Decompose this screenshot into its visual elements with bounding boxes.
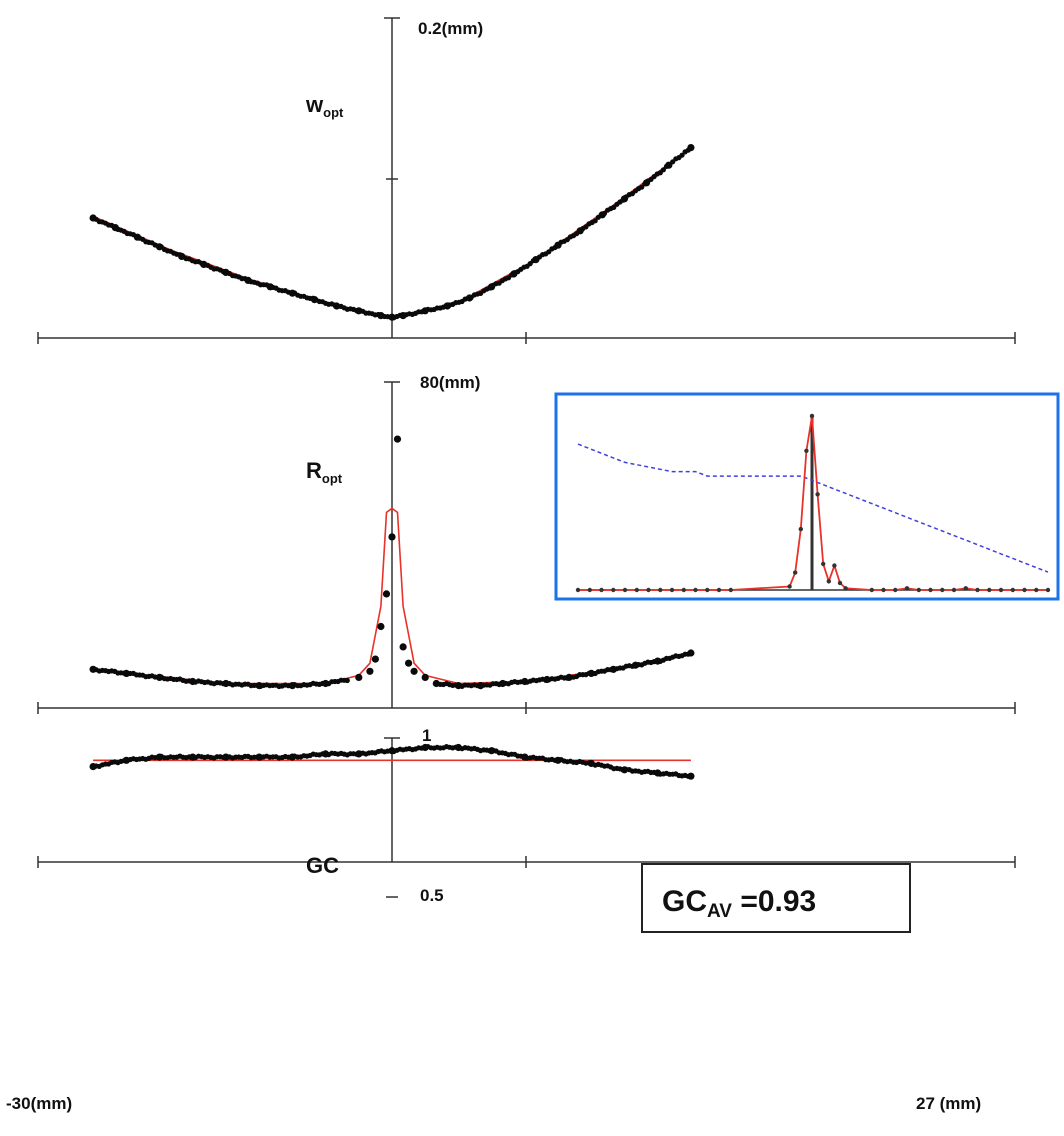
- r-data-point: [410, 667, 418, 675]
- gc-ytick-top-label: 1: [422, 726, 431, 745]
- inset-data-point: [869, 587, 874, 593]
- inset-data-point: [611, 587, 616, 593]
- gc-ytick-mid-label: 0.5: [420, 886, 444, 905]
- inset-data-point: [658, 587, 663, 593]
- x-right-label: 27 (mm): [916, 1094, 981, 1113]
- inset-data-point: [646, 587, 651, 593]
- inset-data-point: [837, 580, 843, 586]
- inset-data-point: [716, 587, 722, 593]
- inset-data-point: [832, 563, 837, 568]
- inset-data-point: [681, 587, 686, 593]
- inset-data-point: [809, 413, 815, 419]
- inset-data-point: [728, 587, 733, 593]
- gc-average-text: GCAV =0.93: [662, 885, 816, 922]
- inset-data-point: [951, 587, 957, 593]
- inset-data-point: [815, 492, 820, 497]
- inset-data-point: [940, 587, 945, 593]
- inset-data-point: [1034, 587, 1039, 593]
- r-data-point: [377, 622, 385, 631]
- inset-plot: [554, 392, 1060, 601]
- w-opt-panel: 0.2(mm) wopt: [37, 17, 1016, 344]
- inset-data-point: [843, 586, 848, 591]
- inset-data-point: [669, 587, 675, 593]
- w-trace-point: [660, 167, 667, 173]
- inset-data-point: [1022, 587, 1027, 593]
- inset-data-point: [787, 584, 792, 589]
- gc-ylabel: GC: [306, 853, 339, 878]
- inset-border: [554, 392, 1060, 601]
- w-trace-point: [679, 152, 685, 158]
- inset-data-point: [575, 587, 581, 593]
- r-data-point: [393, 435, 402, 443]
- r-data-point: [421, 673, 429, 682]
- inset-data-point: [998, 587, 1004, 593]
- r-opt-panel: 80(mm) Ropt: [37, 373, 1060, 714]
- w-ylabel: wopt: [305, 92, 344, 120]
- r-data-point: [355, 673, 363, 682]
- w-trace-point: [685, 147, 691, 153]
- inset-data-point: [928, 587, 933, 593]
- inset-data-point: [963, 586, 968, 591]
- gc-trace-point: [685, 773, 691, 779]
- inset-dashed-line: [577, 443, 1049, 573]
- x-left-label: -30(mm): [6, 1094, 72, 1113]
- inset-data-point: [916, 587, 921, 593]
- inset-data-point: [798, 526, 803, 532]
- r-data-point: [371, 655, 379, 663]
- r-data-point: [382, 590, 391, 598]
- inset-data-point: [599, 587, 604, 593]
- inset-data-point: [804, 448, 809, 453]
- inset-data-point: [1010, 587, 1015, 593]
- r-ylabel: Ropt: [306, 458, 343, 486]
- r-trace-point: [685, 651, 691, 657]
- inset-data-point: [634, 587, 639, 593]
- gc-average-border: [641, 863, 911, 933]
- r-data-point: [399, 643, 407, 651]
- inset-data-point: [904, 586, 910, 591]
- w-trace-point: [592, 218, 598, 224]
- w-ytick-top-label: 0.2(mm): [418, 19, 483, 38]
- r-data-point: [388, 533, 396, 541]
- inset-data-point: [1045, 587, 1051, 593]
- gc-panel: 1 0.5 GC GCAV =0.93: [37, 726, 1016, 933]
- r-ytick-top-label: 80(mm): [420, 373, 480, 392]
- inset-data-point: [622, 587, 628, 593]
- w-trace-point: [639, 184, 645, 190]
- inset-data-marks: [575, 413, 1051, 593]
- r-data-point: [366, 667, 374, 675]
- w-trace-point: [620, 197, 626, 203]
- w-trace-point: [601, 210, 608, 216]
- w-trace-point: [574, 231, 580, 237]
- r-data-marks: [89, 435, 695, 690]
- inset-data-point: [893, 587, 898, 593]
- inset-data-point: [987, 587, 992, 593]
- r-trace-point: [344, 677, 350, 684]
- inset-data-point: [821, 561, 826, 567]
- w-data-marks: [89, 144, 695, 321]
- inset-data-point: [693, 587, 698, 593]
- inset-data-point: [881, 587, 886, 593]
- inset-data-point: [975, 587, 980, 593]
- gc-average-box: GCAV =0.93: [641, 863, 911, 933]
- inset-data-point: [587, 587, 592, 593]
- inset-data-point: [705, 587, 710, 593]
- inset-data-point: [793, 570, 798, 575]
- gc-data-marks: [89, 743, 695, 780]
- inset-data-point: [826, 579, 831, 584]
- r-data-point: [405, 659, 413, 667]
